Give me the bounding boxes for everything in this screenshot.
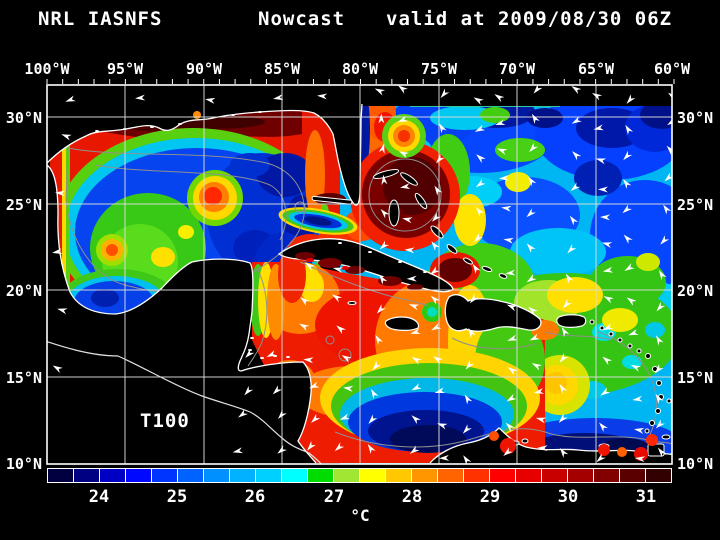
lat-label-right: 30°N (677, 109, 714, 127)
model-title: NRL IASNFS (38, 8, 163, 30)
colorbar-tick-label: 24 (88, 487, 110, 507)
grid-lines (47, 85, 672, 464)
lat-label-right: 10°N (677, 455, 714, 473)
lat-label-left: 25°N (5, 196, 42, 214)
colorbar-tick-label: 29 (479, 487, 501, 507)
colorbar-tick-label: 27 (323, 487, 345, 507)
lat-label-left: 15°N (5, 369, 42, 387)
colorbar-cell (646, 469, 671, 482)
colorbar (47, 468, 672, 483)
lon-label: 90°W (185, 60, 223, 78)
colorbar-cell (204, 469, 229, 482)
colorbar-cell (464, 469, 489, 482)
longitude-tick-marks (46, 79, 675, 84)
colorbar-cell (308, 469, 333, 482)
lon-label: 80°W (341, 60, 379, 78)
colorbar-cell (360, 469, 385, 482)
lat-label-right: 25°N (677, 196, 714, 214)
colorbar-cell (74, 469, 99, 482)
current-vectors (52, 85, 672, 464)
lon-label: 85°W (263, 60, 301, 78)
colorbar-cell (516, 469, 541, 482)
colorbar-cell (256, 469, 281, 482)
lat-label-left: 30°N (5, 109, 42, 127)
colorbar-cell (230, 469, 255, 482)
depth-label: T100 (140, 410, 190, 432)
contour-lines (65, 147, 672, 448)
lat-label-right: 20°N (677, 282, 714, 300)
colorbar-cell (412, 469, 437, 482)
colorbar-tick-label: 25 (166, 487, 188, 507)
colorbar-unit-label: °C (350, 506, 370, 525)
pacific-coastline (47, 341, 323, 464)
lon-label: 70°W (498, 60, 536, 78)
colorbar-cell (620, 469, 645, 482)
lon-label: 65°W (577, 60, 615, 78)
colorbar-cell (386, 469, 411, 482)
colorbar-tick-label: 26 (244, 487, 266, 507)
product-title: Nowcast (258, 8, 346, 30)
colorbar-cell (48, 469, 73, 482)
colorbar-cell (100, 469, 125, 482)
lon-label: 75°W (420, 60, 458, 78)
map-frame (46, 84, 673, 465)
colorbar-tick-label: 31 (635, 487, 657, 507)
lat-label-right: 15°N (677, 369, 714, 387)
lat-label-left: 10°N (5, 455, 42, 473)
colorbar-cell (126, 469, 151, 482)
lon-label: 100°W (24, 60, 70, 78)
colorbar-cell (282, 469, 307, 482)
colorbar-cell (490, 469, 515, 482)
colorbar-cell (438, 469, 463, 482)
colorbar-cell (334, 469, 359, 482)
colorbar-cell (178, 469, 203, 482)
colorbar-cell (594, 469, 619, 482)
colorbar-tick-label: 30 (557, 487, 579, 507)
colorbar-cell (542, 469, 567, 482)
colorbar-tick-label: 28 (401, 487, 423, 507)
colorbar-cell (152, 469, 177, 482)
lat-label-left: 20°N (5, 282, 42, 300)
valid-time-title: valid at 2009/08/30 06Z (386, 8, 673, 30)
colorbar-cell (568, 469, 593, 482)
lon-label: 60°W (653, 60, 691, 78)
lon-label: 95°W (106, 60, 144, 78)
